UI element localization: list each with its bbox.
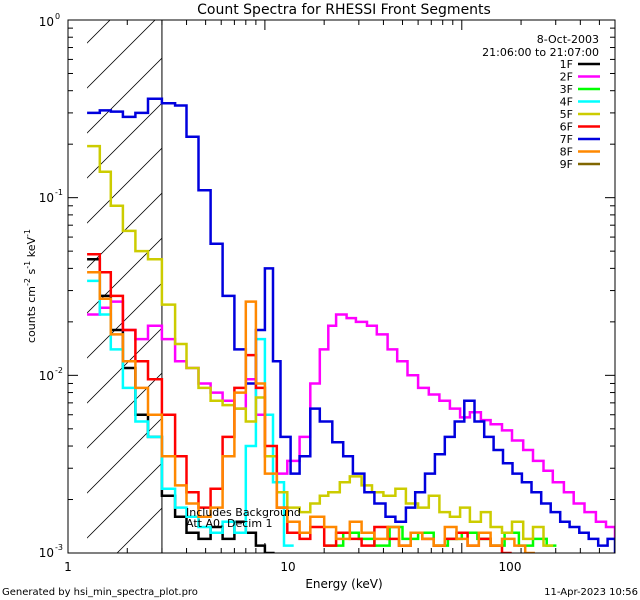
svg-text:10: 10 [39, 15, 54, 29]
footer-timestamp: 11-Apr-2023 10:56 [544, 587, 638, 598]
legend-label-1F: 1F [560, 58, 573, 71]
x-tick-label: 100 [499, 560, 522, 574]
series-line-3F [324, 525, 557, 547]
legend-label-3F: 3F [560, 83, 573, 96]
x-axis-label: Energy (keV) [305, 577, 382, 591]
legend-label-5F: 5F [560, 108, 573, 121]
svg-text:-1: -1 [55, 188, 63, 197]
svg-text:10: 10 [39, 546, 54, 560]
axis-ticks [67, 19, 616, 554]
plot-frame [67, 19, 616, 554]
hatched-region [87, 20, 163, 553]
series-line-8F [87, 271, 535, 553]
series-line-5F [87, 144, 554, 547]
x-tick-label: 10 [280, 560, 295, 574]
series-layer [87, 97, 615, 553]
svg-text:-3: -3 [55, 543, 63, 552]
y-tick-label: 10 -2 [39, 366, 63, 383]
y-tick-label: 10 0 [39, 12, 60, 29]
time-range-label: 21:06:00 to 21:07:00 [482, 46, 599, 59]
hatch-lines [87, 20, 162, 553]
attenuator-note: Att A0, Decim 1 [186, 517, 273, 530]
svg-text:10: 10 [39, 369, 54, 383]
svg-text:0: 0 [55, 12, 60, 21]
legend-label-6F: 6F [560, 121, 573, 134]
svg-text:10: 10 [39, 191, 54, 205]
legend-label-4F: 4F [560, 96, 573, 109]
series-line-7F [87, 97, 615, 553]
y-axis-label: counts cm-2 s-1 keV-1 [23, 229, 38, 343]
y-tick-label: 10 -3 [39, 543, 63, 560]
chart-title: Count Spectra for RHESSI Front Segments [197, 2, 491, 18]
footer-generated-by: Generated by hsi_min_spectra_plot.pro [2, 587, 198, 598]
legend-label-7F: 7F [560, 133, 573, 146]
legend-label-2F: 2F [560, 71, 573, 84]
x-tick-label: 1 [64, 560, 72, 574]
legend-label-8F: 8F [560, 146, 573, 159]
series-line-4F [87, 279, 294, 547]
y-tick-label: 10 -1 [39, 188, 63, 205]
background-note: Includes Background [186, 506, 301, 519]
date-label: 8-Oct-2003 [537, 33, 599, 46]
legend-label-9F: 9F [560, 158, 573, 171]
svg-text:-2: -2 [55, 366, 63, 375]
